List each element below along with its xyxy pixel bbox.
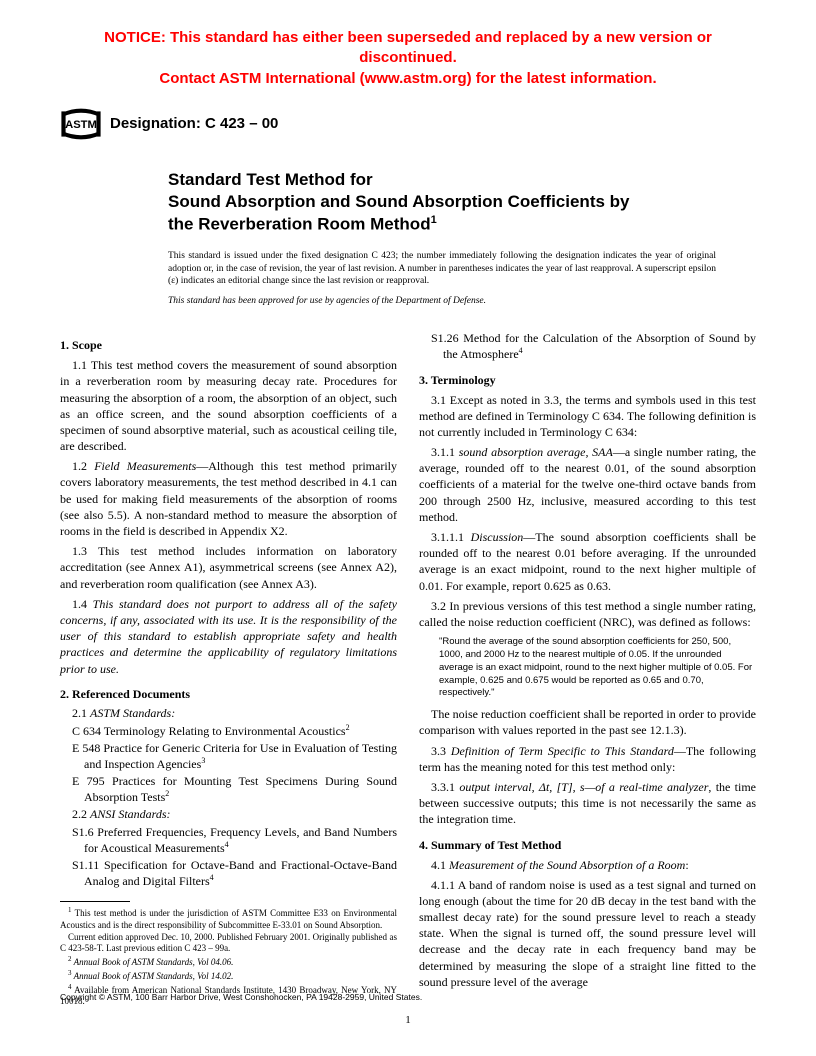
astm-logo: ASTM [60,107,102,141]
footnote-2: 2 Annual Book of ASTM Standards, Vol 04.… [60,955,397,969]
svg-text:ASTM: ASTM [65,119,97,131]
para-4-1-1: 4.1.1 A band of random noise is used as … [419,877,756,990]
ref-s111: S1.11 Specification for Octave-Band and … [60,857,397,889]
nrc-quote: "Round the average of the sound absorpti… [439,636,756,700]
footnote-1: 1 This test method is under the jurisdic… [60,906,397,931]
section-2-head: 2. Referenced Documents [60,687,397,702]
left-column: 1. Scope 1.1 This test method covers the… [60,328,397,1008]
ref-e548: E 548 Practice for Generic Criteria for … [60,740,397,772]
dod-note: This standard has been approved for use … [168,296,716,306]
para-3-2b: The noise reduction coefficient shall be… [419,706,756,738]
para-3-1-1: 3.1.1 sound absorption average, SAA—a si… [419,444,756,525]
ref-s126: S1.26 Method for the Calculation of the … [419,330,756,362]
para-1-1: 1.1 This test method covers the measurem… [60,357,397,454]
title-block: Standard Test Method for Sound Absorptio… [168,169,716,236]
page-number: 1 [405,1014,411,1026]
para-4-1: 4.1 Measurement of the Sound Absorption … [419,857,756,873]
para-3-2: 3.2 In previous versions of this test me… [419,598,756,630]
notice-banner: NOTICE: This standard has either been su… [60,28,756,89]
para-1-4: 1.4 This standard does not purport to ad… [60,596,397,677]
copyright: Copyright © ASTM, 100 Barr Harbor Drive,… [60,992,422,1002]
para-3-3-1: 3.3.1 output interval, Δt, [T], s—of a r… [419,779,756,828]
main-title: Standard Test Method for Sound Absorptio… [168,169,716,236]
section-1-head: 1. Scope [60,338,397,353]
notice-line1: NOTICE: This standard has either been su… [104,29,712,66]
notice-line2: Contact ASTM International (www.astm.org… [159,70,656,87]
sub-2-1: 2.1 ASTM Standards: [60,706,397,721]
para-1-2: 1.2 Field Measurements—Although this tes… [60,458,397,539]
footnote-separator [60,901,130,902]
para-3-1: 3.1 Except as noted in 3.3, the terms an… [419,392,756,441]
designation: Designation: C 423 – 00 [110,115,278,132]
sub-2-2: 2.2 ANSI Standards: [60,807,397,822]
issuance-note: This standard is issued under the fixed … [168,250,716,288]
section-3-head: 3. Terminology [419,373,756,388]
para-3-3: 3.3 Definition of Term Specific to This … [419,743,756,775]
header-row: ASTM Designation: C 423 – 00 [60,107,756,141]
section-4-head: 4. Summary of Test Method [419,838,756,853]
ref-s16: S1.6 Preferred Frequencies, Frequency Le… [60,824,397,856]
footnote-1b: Current edition approved Dec. 10, 2000. … [60,932,397,955]
ref-c634: C 634 Terminology Relating to Environmen… [60,723,397,739]
columns: 1. Scope 1.1 This test method covers the… [60,328,756,1008]
ref-e795: E 795 Practices for Mounting Test Specim… [60,773,397,805]
footnote-3: 3 Annual Book of ASTM Standards, Vol 14.… [60,969,397,983]
right-column: S1.26 Method for the Calculation of the … [419,328,756,1008]
para-1-3: 1.3 This test method includes informatio… [60,543,397,592]
para-3-1-1-1: 3.1.1.1 Discussion—The sound absorption … [419,529,756,594]
